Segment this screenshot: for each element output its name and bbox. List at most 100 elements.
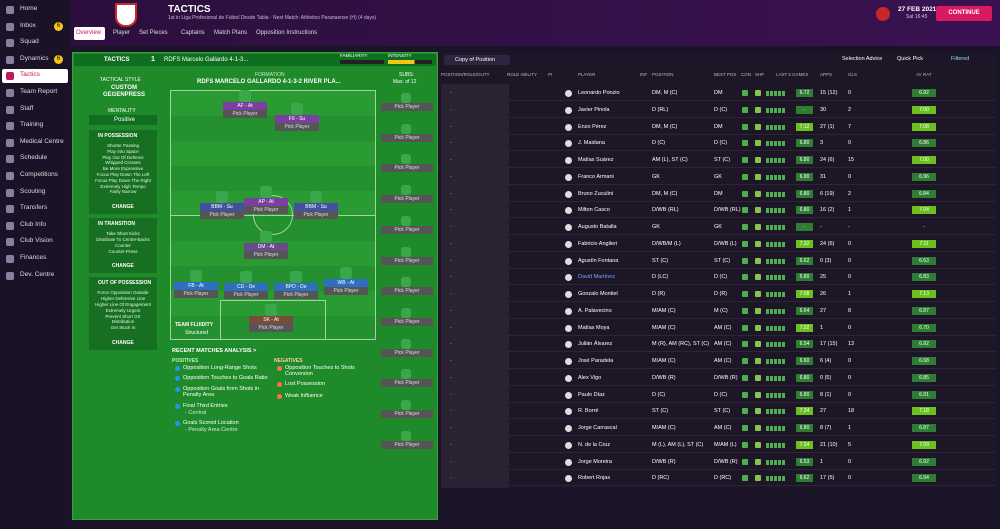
- nav-item[interactable]: Scouting: [20, 187, 46, 195]
- role-tag[interactable]: BPD - De: [274, 283, 318, 291]
- sub-pick[interactable]: Pick Player: [381, 317, 433, 326]
- row[interactable]: [441, 169, 996, 185]
- tab[interactable]: Set Pieces: [139, 30, 168, 36]
- nav-item[interactable]: Training: [20, 121, 44, 129]
- player-name[interactable]: Paulo Díaz: [578, 391, 605, 398]
- column-header[interactable]: PI: [548, 72, 553, 77]
- tab[interactable]: Match Plans: [214, 30, 248, 36]
- nav-item[interactable]: Tactics: [20, 71, 40, 79]
- row[interactable]: [441, 253, 996, 269]
- role-tag[interactable]: BBM - Su: [294, 203, 338, 211]
- column-header[interactable]: POSITION: [652, 72, 674, 77]
- tab[interactable]: Opposition Instructions: [256, 30, 318, 36]
- pick-player[interactable]: Pick Player: [223, 110, 267, 118]
- continue-button[interactable]: CONTINUE: [936, 6, 992, 21]
- row[interactable]: [441, 353, 996, 369]
- row[interactable]: [441, 219, 996, 235]
- role-tag[interactable]: AP - At: [244, 198, 288, 206]
- column-header[interactable]: SHP: [755, 72, 765, 77]
- row[interactable]: [441, 236, 996, 252]
- row[interactable]: [441, 202, 996, 219]
- nav-item[interactable]: Transfers: [20, 204, 48, 212]
- player-name[interactable]: Agustín Fontana: [578, 257, 619, 264]
- pick-player[interactable]: Pick Player: [244, 206, 288, 214]
- role-tag[interactable]: DM - At: [244, 243, 288, 251]
- sub-pick[interactable]: Pick Player: [381, 410, 433, 418]
- player-name[interactable]: Augusto Batalla: [578, 224, 617, 230]
- player-name[interactable]: Milton Casco: [578, 207, 610, 214]
- nav-item[interactable]: Inbox: [20, 21, 36, 29]
- row[interactable]: [441, 186, 996, 202]
- role-tag[interactable]: BBM - Su: [200, 203, 244, 211]
- player-name[interactable]: A. Palavecino: [578, 307, 612, 314]
- row[interactable]: [441, 269, 996, 286]
- player-name[interactable]: Julián Álvarez: [578, 341, 613, 348]
- column-header[interactable]: ROLE ABILITY: [507, 72, 538, 77]
- nav-item[interactable]: Dev. Centre: [20, 270, 55, 278]
- column-header[interactable]: APPS: [820, 72, 833, 77]
- nav-item[interactable]: Team Report: [20, 88, 58, 95]
- nav-item[interactable]: Competitions: [20, 171, 58, 178]
- pick-player[interactable]: Pick Player: [200, 211, 244, 219]
- recent-title[interactable]: RECENT MATCHES ANALYSIS >: [172, 348, 257, 354]
- tab[interactable]: Player: [113, 30, 131, 36]
- player-name[interactable]: Matías Suárez: [578, 157, 614, 163]
- row[interactable]: [441, 152, 996, 168]
- column-header[interactable]: CON: [741, 72, 751, 77]
- pick-player[interactable]: Pick Player: [274, 291, 318, 299]
- player-name[interactable]: José Paradela: [578, 358, 614, 364]
- player-name[interactable]: Enzo Pérez: [578, 123, 607, 130]
- change-button[interactable]: CHANGE: [112, 263, 134, 270]
- row[interactable]: [441, 387, 996, 403]
- row[interactable]: [441, 437, 996, 453]
- player-name[interactable]: Gonzalo Montiel: [578, 291, 618, 297]
- row[interactable]: [441, 470, 996, 487]
- row[interactable]: [441, 303, 996, 319]
- row[interactable]: [441, 370, 996, 386]
- player-name[interactable]: Alex Vigo: [578, 374, 602, 381]
- role-tag[interactable]: F9 - Su: [275, 115, 319, 123]
- sub-pick[interactable]: Pick Player: [381, 195, 433, 204]
- player-name[interactable]: Fabricio Angileri: [578, 240, 618, 247]
- quick-pick[interactable]: Quick Pick: [897, 56, 923, 62]
- player-name[interactable]: Franco Armani: [578, 173, 614, 180]
- sub-pick[interactable]: Pick Player: [381, 133, 433, 142]
- nav-item[interactable]: Finances: [20, 254, 47, 261]
- sub-pick[interactable]: Pick Player: [381, 256, 433, 265]
- player-name[interactable]: Jorge Moreira: [578, 458, 612, 465]
- role-tag[interactable]: FB - At: [174, 282, 218, 290]
- filter[interactable]: Filtered: [951, 56, 970, 62]
- row[interactable]: [441, 454, 996, 470]
- role-tag[interactable]: AF - At: [223, 102, 267, 110]
- pick-player[interactable]: Pick Player: [294, 211, 338, 219]
- nav-item[interactable]: Club Vision: [20, 237, 53, 245]
- role-tag[interactable]: CD - De: [224, 283, 268, 291]
- column-header[interactable]: LAST 5 GAMES: [776, 72, 809, 77]
- column-header[interactable]: GLS: [848, 72, 858, 77]
- player-name[interactable]: Leonardo Ponzio: [578, 90, 620, 96]
- column-header[interactable]: AV RAT: [916, 72, 932, 77]
- tab[interactable]: Overview: [76, 30, 102, 36]
- player-name[interactable]: N. de la Cruz: [578, 441, 611, 448]
- nav-item[interactable]: Squad: [20, 38, 39, 46]
- sub-pick[interactable]: Pick Player: [381, 103, 433, 111]
- tab[interactable]: Captains: [181, 30, 205, 36]
- nav-item[interactable]: Schedule: [20, 154, 48, 162]
- player-name[interactable]: Javier Pinola: [578, 106, 610, 113]
- tactic-name[interactable]: RDFS Marcelo Gallardo 4-1-3...: [164, 57, 249, 63]
- formation-name[interactable]: RDFS MARCELO GALLARDO 4-1-3-2 RIVER PLA.…: [197, 79, 341, 85]
- change-button[interactable]: CHANGE: [112, 340, 134, 346]
- pick-player[interactable]: Pick Player: [224, 291, 268, 299]
- role-tag[interactable]: SK - At: [249, 316, 293, 324]
- row[interactable]: [441, 119, 996, 135]
- row[interactable]: [441, 403, 996, 420]
- sub-pick[interactable]: Pick Player: [381, 287, 433, 296]
- sub-pick[interactable]: Pick Player: [381, 379, 433, 388]
- change-button[interactable]: CHANGE: [112, 204, 134, 211]
- sub-pick[interactable]: Pick Player: [381, 164, 433, 173]
- column-header[interactable]: INF: [640, 72, 648, 77]
- nav-item[interactable]: Club Info: [20, 220, 47, 228]
- sub-pick[interactable]: Pick Player: [381, 225, 433, 234]
- player-name[interactable]: Robert Rojas: [578, 475, 611, 482]
- sub-pick[interactable]: Pick Player: [381, 440, 433, 449]
